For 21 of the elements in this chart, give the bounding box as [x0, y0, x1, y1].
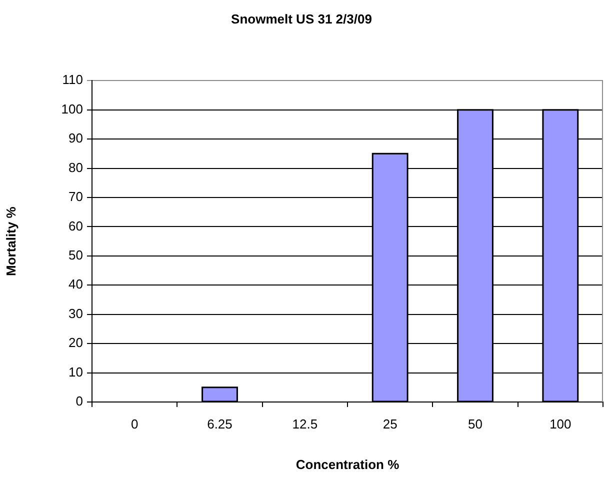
y-tick-label: 110 [62, 72, 83, 88]
x-tick-label: 25 [382, 416, 398, 432]
x-tick-label: 12.5 [292, 416, 318, 432]
chart-title: Snowmelt US 31 2/3/09 [231, 11, 372, 26]
x-tick-label: 100 [550, 416, 572, 432]
y-tick-label: 90 [68, 130, 83, 146]
y-axis-title: Mortality % [3, 206, 18, 276]
y-tick-label: 80 [68, 160, 83, 175]
x-tick-label: 6.25 [207, 416, 232, 432]
y-tick-label: 30 [68, 306, 83, 321]
x-axis-title: Concentration % [296, 456, 400, 472]
y-tick-label: 50 [68, 247, 83, 262]
y-tick-label: 60 [68, 218, 83, 234]
y-tick-label: 10 [68, 364, 83, 380]
y-tick-label: 0 [76, 394, 83, 409]
x-tick-label: 50 [468, 416, 482, 432]
y-tick-label: 40 [68, 276, 83, 292]
y-tick-label: 20 [68, 335, 83, 350]
y-tick-label: 100 [61, 101, 83, 116]
x-tick-label: 0 [130, 416, 138, 432]
y-tick-label: 70 [68, 189, 83, 204]
